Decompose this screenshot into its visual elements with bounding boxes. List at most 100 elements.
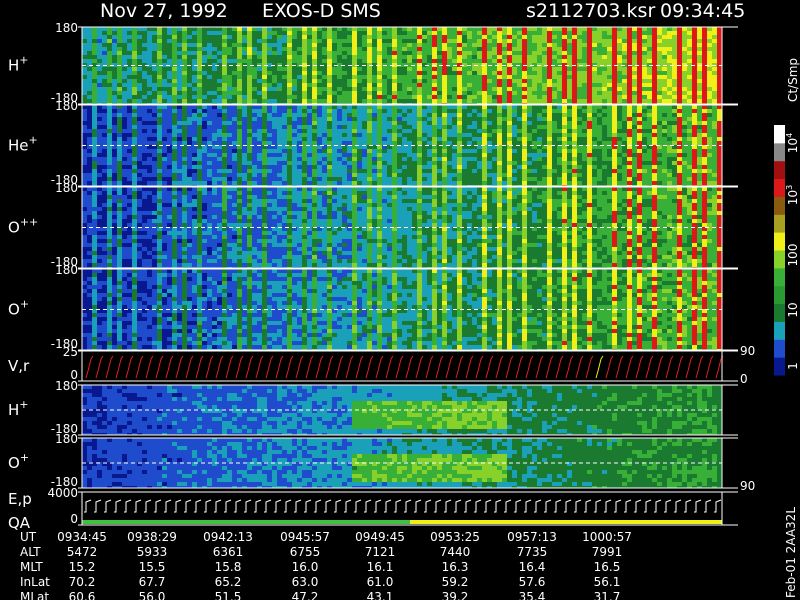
spectrogram-cell [362, 181, 367, 185]
spectrogram-cell [152, 145, 157, 149]
spectrogram-cell [557, 133, 562, 137]
spectrogram-cell [567, 173, 572, 177]
spectrogram-cell [677, 95, 682, 99]
spectrogram-cell [407, 43, 412, 47]
spectrogram-cell [392, 129, 397, 133]
spectrogram-cell [362, 79, 367, 83]
spectrogram-cell [332, 99, 337, 103]
spectrogram-cell [297, 31, 302, 35]
spectrogram-cell [582, 55, 587, 59]
spectrogram-cell [552, 59, 557, 63]
spectrogram-cell [282, 169, 287, 173]
spectrogram-cell [442, 141, 447, 145]
spectrogram-cell [112, 83, 117, 87]
spectrogram-cell [307, 153, 312, 157]
spectrogram-cell [112, 67, 117, 71]
spectrogram-cell [292, 39, 297, 43]
spectrogram-cell [527, 181, 532, 185]
spectrogram-cell [417, 43, 422, 47]
spectrogram-cell [247, 71, 252, 75]
spectrogram-cell [642, 95, 647, 99]
spectrogram-cell [417, 105, 422, 109]
spectrogram-cell [612, 137, 617, 141]
spectrogram-cell [482, 83, 487, 87]
spectrogram-cell [312, 149, 317, 153]
spectrogram-cell [142, 113, 147, 117]
spectrogram-cell [287, 67, 292, 71]
spectrogram-cell [122, 157, 127, 161]
spectrogram-cell [457, 67, 462, 71]
spectrogram-cell [87, 87, 92, 91]
spectrogram-cell [477, 47, 482, 51]
spectrogram-cell [502, 43, 507, 47]
spectrogram-cell [402, 67, 407, 71]
spectrogram-cell [537, 75, 542, 79]
spectrogram-cell [142, 27, 147, 31]
spectrogram-cell [137, 121, 142, 125]
spectrogram-cell [597, 137, 602, 141]
spectrogram-cell [712, 43, 717, 47]
spectrogram-cell [262, 39, 267, 43]
spectrogram-cell [197, 109, 202, 113]
spectrogram-cell [282, 91, 287, 95]
spectrogram-cell [167, 51, 172, 55]
spectrogram-cell [282, 59, 287, 63]
spectrogram-cell [107, 99, 112, 103]
spectrogram-cell [622, 153, 627, 157]
spectrogram-cell [507, 109, 512, 113]
spectrogram-cell [337, 79, 342, 83]
spectrogram-cell [567, 109, 572, 113]
spectrogram-cell [197, 149, 202, 153]
spectrogram-cell [172, 47, 177, 51]
spectrogram-cell [172, 173, 177, 177]
spectrogram-cell [82, 113, 87, 117]
spectrogram-cell [607, 181, 612, 185]
spectrogram-cell [347, 165, 352, 169]
spectrogram-cell [342, 117, 347, 121]
spectrogram-cell [207, 47, 212, 51]
spectrogram-cell [457, 149, 462, 153]
spectrogram-cell [407, 95, 412, 99]
spectrogram-cell [622, 71, 627, 75]
spectrogram-cell [422, 43, 427, 47]
spectrogram-cell [112, 141, 117, 145]
spectrogram-cell [537, 95, 542, 99]
spectrogram-cell [717, 91, 722, 95]
spectrogram-cell [437, 79, 442, 83]
spectrogram-cell [357, 173, 362, 177]
spectrogram-cell [217, 55, 222, 59]
spectrogram-cell [667, 83, 672, 87]
spectrogram-cell [412, 157, 417, 161]
spectrogram-cell [457, 105, 462, 109]
spectrogram-cell [122, 113, 127, 117]
spectrogram-cell [422, 161, 427, 165]
spectrogram-cell [497, 35, 502, 39]
spectrogram-cell [647, 99, 652, 103]
spectrogram-cell [337, 117, 342, 121]
spectrogram-cell [482, 27, 487, 31]
spectrogram-cell [322, 67, 327, 71]
spectrogram-cell [222, 125, 227, 129]
spectrogram-cell [577, 47, 582, 51]
spectrogram-cell [107, 27, 112, 31]
spectrogram-cell [532, 157, 537, 161]
spectrogram-cell [577, 75, 582, 79]
spectrogram-cell [627, 169, 632, 173]
spectrogram-cell [647, 149, 652, 153]
spectrogram-cell [127, 99, 132, 103]
spectrogram-cell [672, 75, 677, 79]
spectrogram-cell [102, 105, 107, 109]
spectrogram-cell [112, 109, 117, 113]
spectrogram-cell [117, 75, 122, 79]
spectrogram-cell [272, 43, 277, 47]
spectrogram-cell [412, 71, 417, 75]
spectrogram-cell [337, 67, 342, 71]
spectrogram-cell [202, 47, 207, 51]
spectrogram-cell [512, 47, 517, 51]
spectrogram-cell [302, 141, 307, 145]
spectrogram-cell [262, 95, 267, 99]
spectrogram-cell [597, 59, 602, 63]
spectrogram-cell [552, 67, 557, 71]
spectrogram-cell [432, 125, 437, 129]
spectrogram-cell [607, 121, 612, 125]
